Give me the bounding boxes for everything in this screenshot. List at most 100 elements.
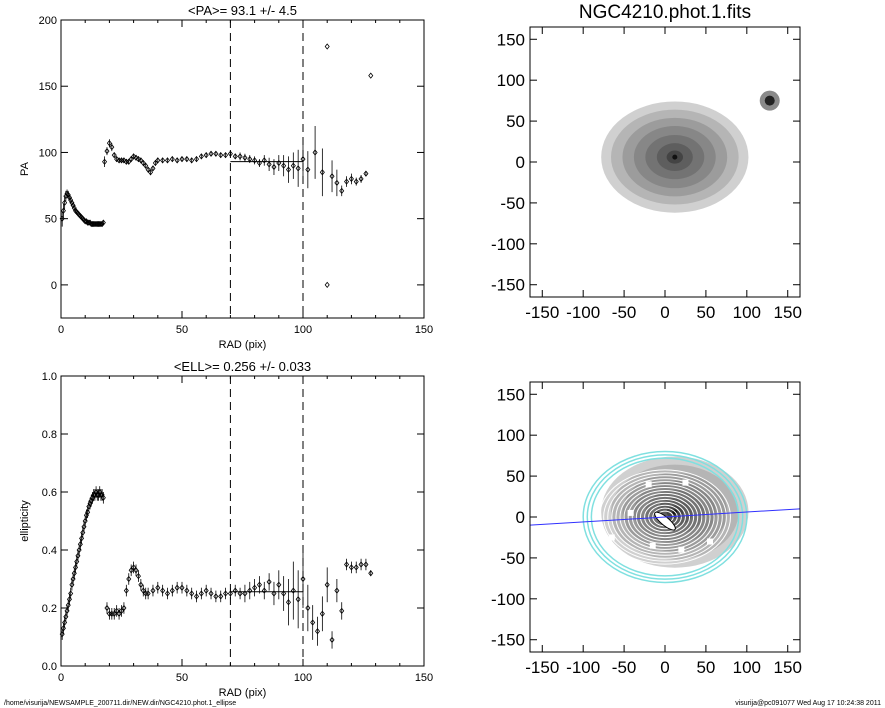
image-panel-original: NGC4210.phot.1.fits -150 -100 -50 0 50 100 150 -… [491, 2, 802, 322]
x-axis-label: RAD (pix) [219, 339, 267, 351]
data-point [276, 159, 282, 167]
plot-title: <PA>= 93.1 +/- 4.5 [188, 3, 297, 18]
data-point [121, 604, 127, 612]
x-tick-label: -150 [525, 303, 559, 322]
isophote-ellipse [639, 498, 691, 536]
data-point [266, 161, 272, 168]
data-point [232, 587, 238, 594]
data-point [261, 587, 267, 594]
data-point [237, 153, 243, 160]
data-point [213, 593, 219, 600]
data-point [184, 155, 190, 163]
data-point [223, 590, 229, 597]
y-tick-label: 50 [45, 214, 57, 226]
data-point [276, 581, 282, 588]
data-point [223, 151, 229, 159]
data-point [227, 150, 233, 157]
data-point [174, 157, 180, 164]
data-point [247, 587, 253, 594]
data-point [329, 173, 335, 180]
x-tick-label: -50 [612, 658, 637, 677]
data-point [247, 155, 253, 163]
data-point [285, 166, 291, 173]
data-point [126, 158, 132, 165]
y-tick-label: -150 [491, 631, 525, 650]
y-tick-label: 100 [497, 71, 525, 90]
data-point [106, 140, 112, 147]
y-tick-label: -50 [500, 194, 525, 213]
data-point [305, 604, 311, 612]
data-point [358, 175, 364, 183]
data-point [295, 165, 301, 172]
y-tick-label: 0 [516, 153, 525, 172]
data-point [109, 144, 115, 151]
data-point [128, 567, 134, 574]
data-point [133, 154, 139, 161]
data-point [339, 187, 345, 194]
y-tick-label: 150 [497, 30, 525, 49]
y-tick-label: 0 [516, 508, 525, 527]
data-point [143, 162, 149, 169]
x-tick-label: 0 [660, 303, 669, 322]
data-point [237, 590, 243, 597]
data-point [100, 494, 106, 501]
footer-path: /home/visurija/NEWSAMPLE_200711.dir/NEW.… [4, 700, 237, 707]
data-point [353, 178, 359, 185]
data-point [68, 196, 74, 204]
data-point [281, 590, 287, 597]
mask-square [645, 481, 652, 488]
isophote-ellipse [631, 492, 699, 542]
isophote-ellipse-outer [582, 450, 748, 584]
x-tick-label: 100 [733, 658, 761, 677]
isophote-ellipse [611, 478, 719, 556]
image-title: NGC4210.phot.1.fits [579, 2, 751, 23]
data-point [160, 587, 166, 594]
data-point [266, 578, 272, 586]
data-point [152, 159, 158, 167]
isophote-ellipse [599, 469, 731, 565]
data-point [140, 159, 146, 167]
data-point [160, 157, 166, 164]
y-tick-label: 0.4 [42, 545, 57, 557]
data-point [135, 155, 141, 163]
isophote-ellipse [607, 475, 723, 559]
x-tick-label: -100 [566, 658, 600, 677]
data-point [213, 150, 219, 157]
plot-title: <ELL>= 0.256 +/- 0.033 [174, 359, 311, 374]
y-axis-label: ellipticity [19, 500, 31, 542]
data-point [334, 179, 340, 187]
data-point [138, 157, 144, 164]
data-point [358, 561, 364, 568]
data-point [131, 153, 137, 160]
data-point [312, 149, 318, 156]
x-tick-label: 150 [415, 324, 433, 336]
data-point [126, 575, 132, 583]
profile-plot-ellipticity: <ELL>= 0.256 +/- 0.033 RAD (pix) elliptici… [19, 359, 433, 699]
data-point [169, 587, 175, 594]
x-tick-label: -50 [612, 303, 637, 322]
data-point [131, 564, 137, 571]
data-point [155, 584, 161, 591]
plot-frame [60, 19, 425, 319]
data-point [363, 170, 369, 177]
isophote-ellipse-outer [590, 457, 740, 577]
data-point [305, 166, 311, 173]
mask-square [608, 534, 615, 541]
data-point [155, 157, 161, 164]
data-point [218, 593, 224, 600]
isophote-ellipse [619, 484, 711, 550]
isophote-ellipse [635, 495, 695, 539]
x-tick-label: 50 [176, 672, 188, 684]
data-point [290, 587, 296, 594]
data-point [189, 157, 195, 164]
y-tick-label: 150 [497, 385, 525, 404]
x-axis-label: RAD (pix) [219, 687, 267, 699]
isophote-ellipse [615, 481, 715, 553]
data-point [68, 590, 74, 597]
x-tick-label: 50 [696, 303, 715, 322]
data-point [208, 150, 214, 157]
y-tick-label: 0.2 [42, 603, 57, 615]
data-point [184, 587, 190, 594]
y-tick-label: 1.0 [42, 371, 57, 383]
data-point [227, 590, 233, 597]
